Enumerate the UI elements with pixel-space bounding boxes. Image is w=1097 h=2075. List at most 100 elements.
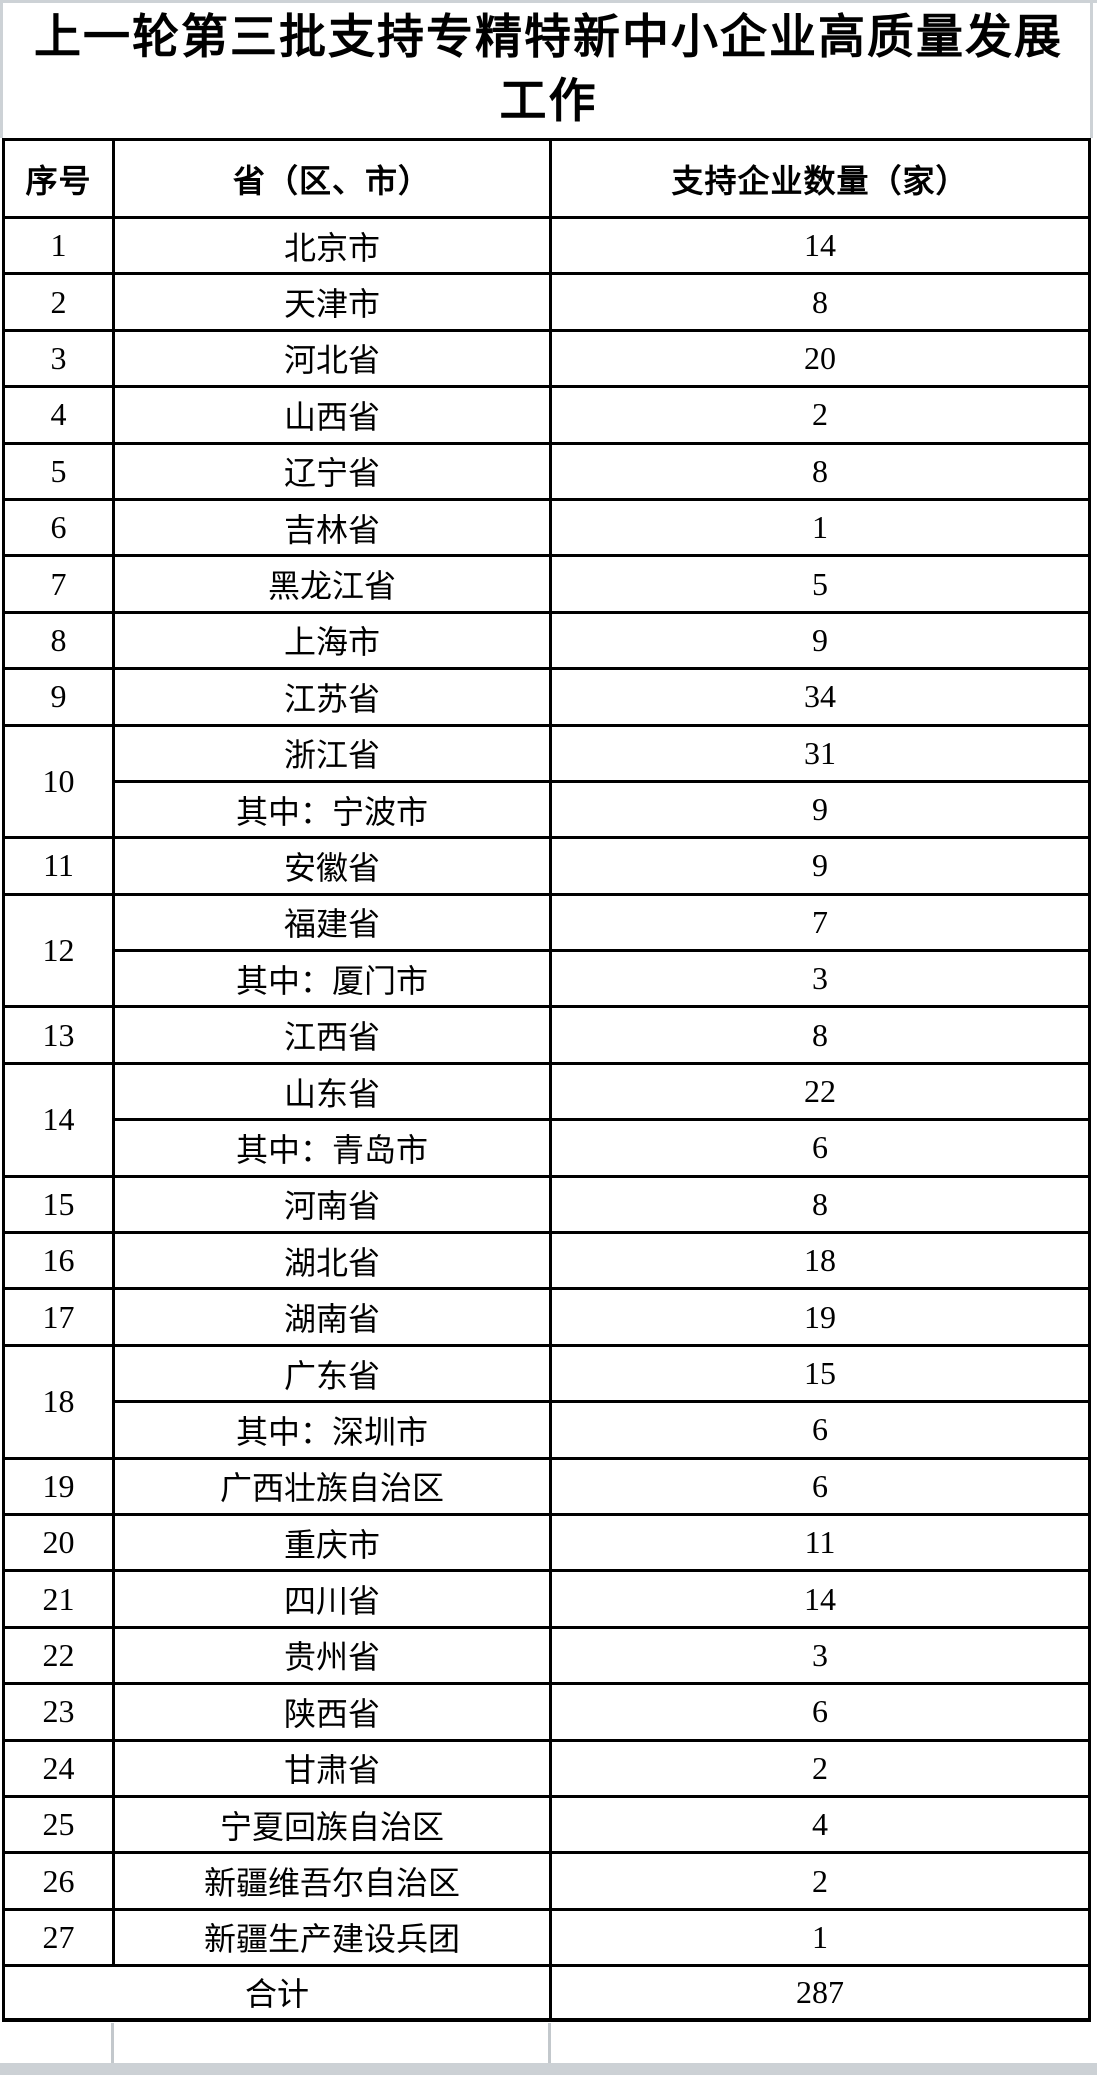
row-index-cell: 20 xyxy=(2,1512,115,1573)
table-row: 16 湖北省 18 xyxy=(2,1231,1091,1291)
header-cell-region: 省（区、市） xyxy=(112,138,552,219)
region-cell: 其中：深圳市 xyxy=(112,1400,552,1460)
count-cell: 2 xyxy=(549,1738,1091,1798)
region-cell: 陕西省 xyxy=(112,1682,552,1742)
table-row: 4 山西省 2 xyxy=(2,385,1091,445)
gridline-left xyxy=(0,0,3,138)
row-index-cell: 5 xyxy=(2,441,115,501)
region-cell: 广西壮族自治区 xyxy=(112,1456,552,1516)
row-index-cell: 21 xyxy=(2,1569,115,1629)
count-cell: 4 xyxy=(549,1794,1091,1855)
table-row: 8 上海市 9 xyxy=(2,610,1091,671)
table-row: 19 广西壮族自治区 6 xyxy=(2,1456,1091,1516)
region-cell: 辽宁省 xyxy=(112,441,552,501)
row-index-cell: 10 xyxy=(2,723,115,840)
row-index-cell: 17 xyxy=(2,1287,115,1347)
count-cell: 7 xyxy=(549,892,1091,953)
row-index-cell: 7 xyxy=(2,554,115,614)
count-cell: 6 xyxy=(549,1400,1091,1460)
table-row: 13 江西省 8 xyxy=(2,1005,1091,1065)
region-cell: 新疆生产建设兵团 xyxy=(112,1907,552,1968)
row-index-cell: 11 xyxy=(2,836,115,896)
region-cell: 河南省 xyxy=(112,1174,552,1235)
count-cell: 1 xyxy=(549,1907,1091,1968)
table-row: 22 贵州省 3 xyxy=(2,1625,1091,1686)
table-row: 2 天津市 8 xyxy=(2,272,1091,332)
table-row: 11 安徽省 9 xyxy=(2,836,1091,896)
header-cell-count: 支持企业数量（家） xyxy=(549,138,1091,219)
row-index-cell: 26 xyxy=(2,1851,115,1911)
count-cell: 14 xyxy=(549,1569,1091,1629)
region-cell: 安徽省 xyxy=(112,836,552,896)
table-row: 1 北京市 14 xyxy=(2,215,1091,276)
row-index-cell: 12 xyxy=(2,892,115,1009)
region-cell: 北京市 xyxy=(112,215,552,276)
row-index-cell: 4 xyxy=(2,385,115,445)
region-cell: 河北省 xyxy=(112,328,552,389)
region-cell: 其中：厦门市 xyxy=(112,949,552,1009)
count-cell: 6 xyxy=(549,1456,1091,1516)
total-label-cell: 合计 xyxy=(2,1964,552,2022)
total-row: 合计 287 xyxy=(2,1964,1091,2022)
row-index-cell: 25 xyxy=(2,1794,115,1855)
table-row: 6 吉林省 1 xyxy=(2,497,1091,558)
row-index-cell: 19 xyxy=(2,1456,115,1516)
count-cell: 8 xyxy=(549,272,1091,332)
row-index-cell: 18 xyxy=(2,1343,115,1460)
row-index-cell: 15 xyxy=(2,1174,115,1235)
region-cell: 广东省 xyxy=(112,1343,552,1404)
table-row: 23 陕西省 6 xyxy=(2,1682,1091,1742)
count-cell: 6 xyxy=(549,1118,1091,1178)
count-cell: 3 xyxy=(549,949,1091,1009)
table-row: 其中：厦门市 3 xyxy=(4,949,1091,1009)
row-index-cell: 14 xyxy=(2,1061,115,1178)
count-cell: 9 xyxy=(549,779,1091,840)
count-cell: 2 xyxy=(549,385,1091,445)
count-cell: 34 xyxy=(549,667,1091,727)
region-cell: 贵州省 xyxy=(112,1625,552,1686)
region-cell: 四川省 xyxy=(112,1569,552,1629)
table-row: 27 新疆生产建设兵团 1 xyxy=(2,1907,1091,1968)
region-cell: 天津市 xyxy=(112,272,552,332)
gridline-col2 xyxy=(548,2023,551,2063)
region-cell: 其中：青岛市 xyxy=(112,1118,552,1178)
count-cell: 11 xyxy=(549,1512,1091,1573)
bottom-edge-band xyxy=(0,2063,1097,2075)
region-cell: 浙江省 xyxy=(112,723,552,783)
table-row: 15 河南省 8 xyxy=(2,1174,1091,1235)
table-row: 26 新疆维吾尔自治区 2 xyxy=(2,1851,1091,1911)
table-row: 24 甘肃省 2 xyxy=(2,1738,1091,1798)
table-row: 9 江苏省 34 xyxy=(2,667,1091,727)
header-cell-index: 序号 xyxy=(2,138,115,219)
region-cell: 吉林省 xyxy=(112,497,552,558)
table-row: 5 辽宁省 8 xyxy=(2,441,1091,501)
total-value-cell: 287 xyxy=(549,1964,1091,2022)
region-cell: 湖北省 xyxy=(112,1231,552,1291)
table-row: 18 广东省 15 xyxy=(2,1343,1091,1460)
table-row: 其中：深圳市 6 xyxy=(4,1400,1091,1460)
table-row: 25 宁夏回族自治区 4 xyxy=(2,1794,1091,1855)
row-index-cell: 13 xyxy=(2,1005,115,1065)
region-cell: 黑龙江省 xyxy=(112,554,552,614)
table-row: 10 浙江省 31 xyxy=(2,723,1091,840)
count-cell: 3 xyxy=(549,1625,1091,1686)
count-cell: 8 xyxy=(549,441,1091,501)
row-index-cell: 1 xyxy=(2,215,115,276)
row-index-cell: 16 xyxy=(2,1231,115,1291)
count-cell: 8 xyxy=(549,1005,1091,1065)
row-index-cell: 6 xyxy=(2,497,115,558)
region-cell: 甘肃省 xyxy=(112,1738,552,1798)
row-index-cell: 9 xyxy=(2,667,115,727)
row-index-cell: 2 xyxy=(2,272,115,332)
count-cell: 2 xyxy=(549,1851,1091,1911)
count-cell: 8 xyxy=(549,1174,1091,1235)
region-cell: 新疆维吾尔自治区 xyxy=(112,1851,552,1911)
count-cell: 1 xyxy=(549,497,1091,558)
count-cell: 6 xyxy=(549,1682,1091,1742)
region-cell: 江苏省 xyxy=(112,667,552,727)
row-index-cell: 22 xyxy=(2,1625,115,1686)
table-row: 20 重庆市 11 xyxy=(2,1512,1091,1573)
region-cell: 湖南省 xyxy=(112,1287,552,1347)
count-cell: 9 xyxy=(549,836,1091,896)
region-cell: 江西省 xyxy=(112,1005,552,1065)
